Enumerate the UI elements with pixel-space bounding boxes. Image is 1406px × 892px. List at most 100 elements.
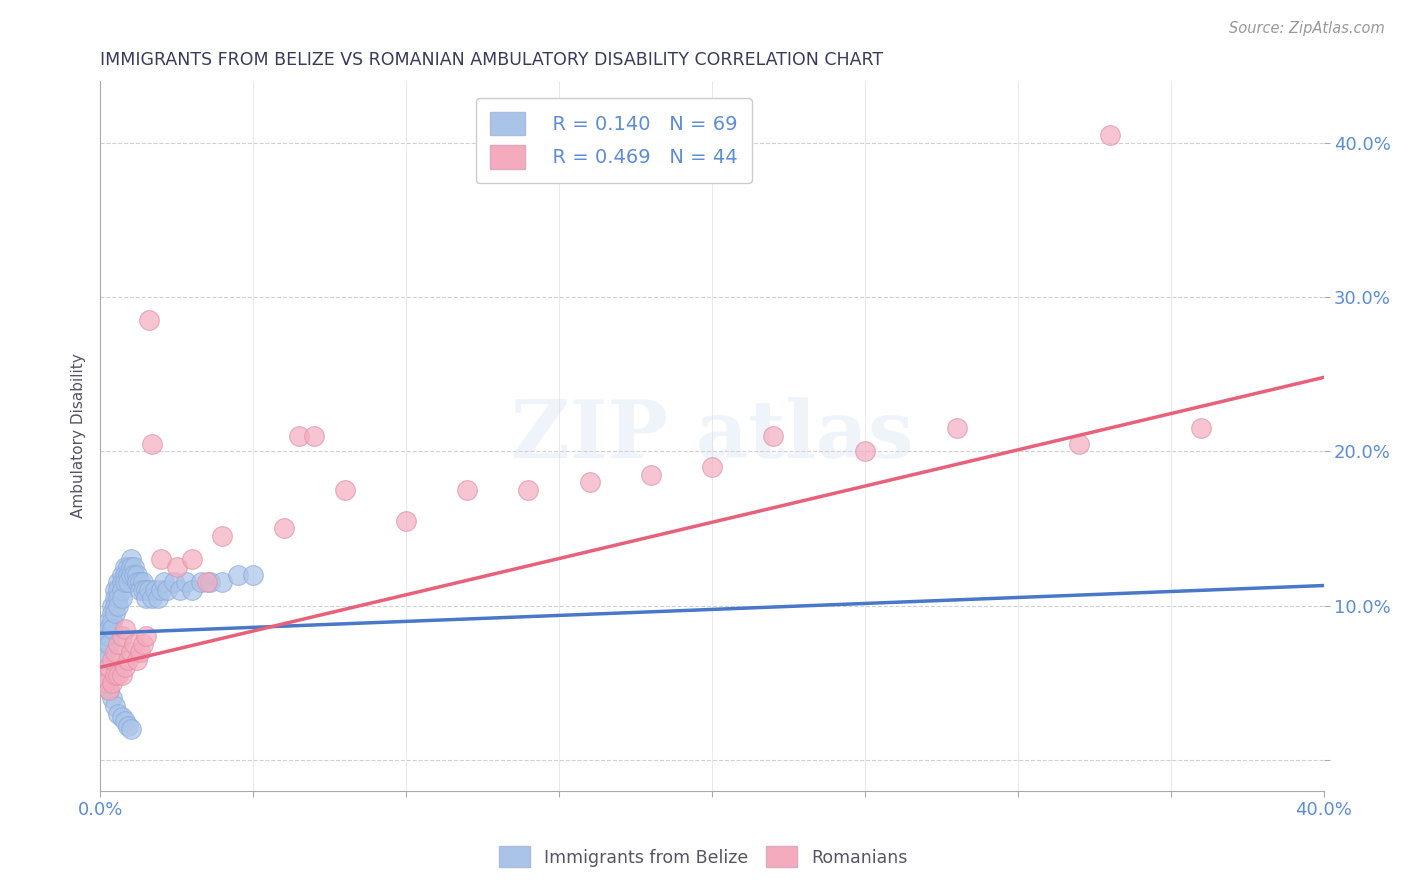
Point [98, 660, 121, 674]
Point [150, 583, 173, 598]
Point [107, 637, 129, 651]
Point [104, 698, 127, 713]
Point [98, 614, 121, 628]
Point [180, 583, 202, 598]
Point [153, 575, 176, 590]
Point [125, 575, 148, 590]
Point [107, 599, 129, 613]
Point [98, 629, 121, 643]
Text: ZIP atlas: ZIP atlas [510, 397, 912, 475]
Point [110, 575, 132, 590]
Point [128, 575, 150, 590]
Point [1189, 421, 1212, 435]
Point [96, 675, 118, 690]
Point [104, 583, 127, 598]
Point [98, 683, 121, 698]
Point [114, 622, 136, 636]
Point [96, 629, 118, 643]
Point [114, 660, 136, 674]
Text: IMMIGRANTS FROM BELIZE VS ROMANIAN AMBULATORY DISABILITY CORRELATION CHART: IMMIGRANTS FROM BELIZE VS ROMANIAN AMBUL… [100, 51, 883, 69]
Point [117, 652, 139, 666]
Point [110, 668, 132, 682]
Point [141, 436, 163, 450]
Point [101, 622, 124, 636]
Point [169, 583, 191, 598]
Point [101, 691, 124, 706]
Point [120, 552, 142, 566]
Point [117, 719, 139, 733]
Point [211, 575, 233, 590]
Point [120, 645, 142, 659]
Point [117, 560, 139, 574]
Point [150, 552, 173, 566]
Point [104, 607, 127, 621]
Text: Source: ZipAtlas.com: Source: ZipAtlas.com [1229, 21, 1385, 36]
Point [91, 668, 114, 682]
Point [132, 575, 155, 590]
Point [226, 567, 249, 582]
Point [304, 429, 326, 443]
Point [104, 668, 127, 682]
Point [107, 575, 129, 590]
Point [148, 591, 170, 605]
Point [190, 575, 212, 590]
Point [110, 709, 132, 723]
Point [200, 575, 222, 590]
Point [122, 567, 145, 582]
Point [114, 567, 136, 582]
Point [91, 637, 114, 651]
Point [98, 622, 121, 636]
Point [333, 483, 356, 497]
Point [110, 567, 132, 582]
Point [98, 637, 121, 651]
Point [101, 599, 124, 613]
Point [91, 652, 114, 666]
Point [104, 599, 127, 613]
Point [101, 614, 124, 628]
Point [117, 575, 139, 590]
Point [107, 706, 129, 721]
Point [1098, 128, 1121, 143]
Point [174, 575, 197, 590]
Point [122, 560, 145, 574]
Point [120, 567, 142, 582]
Point [125, 567, 148, 582]
Point [107, 668, 129, 682]
Point [114, 575, 136, 590]
Point [141, 591, 163, 605]
Point [180, 552, 202, 566]
Point [211, 529, 233, 543]
Point [114, 714, 136, 729]
Point [700, 459, 723, 474]
Point [128, 645, 150, 659]
Y-axis label: Ambulatory Disability: Ambulatory Disability [72, 353, 86, 518]
Point [110, 583, 132, 598]
Point [110, 629, 132, 643]
Point [853, 444, 876, 458]
Point [104, 591, 127, 605]
Point [195, 575, 218, 590]
Point [135, 629, 157, 643]
Point [143, 583, 166, 598]
Point [578, 475, 600, 490]
Point [395, 514, 418, 528]
Point [135, 591, 157, 605]
Point [122, 637, 145, 651]
Point [125, 652, 148, 666]
Point [1067, 436, 1090, 450]
Point [156, 583, 179, 598]
Point [96, 675, 118, 690]
Legend: Immigrants from Belize, Romanians: Immigrants from Belize, Romanians [492, 839, 914, 874]
Point [120, 722, 142, 736]
Point [138, 583, 160, 598]
Point [273, 521, 295, 535]
Point [110, 591, 132, 605]
Point [98, 683, 121, 698]
Point [517, 483, 540, 497]
Point [101, 675, 124, 690]
Point [945, 421, 967, 435]
Point [132, 637, 155, 651]
Point [135, 583, 157, 598]
Legend:   R = 0.140   N = 69,   R = 0.469   N = 44: R = 0.140 N = 69, R = 0.469 N = 44 [477, 98, 752, 183]
Point [132, 583, 155, 598]
